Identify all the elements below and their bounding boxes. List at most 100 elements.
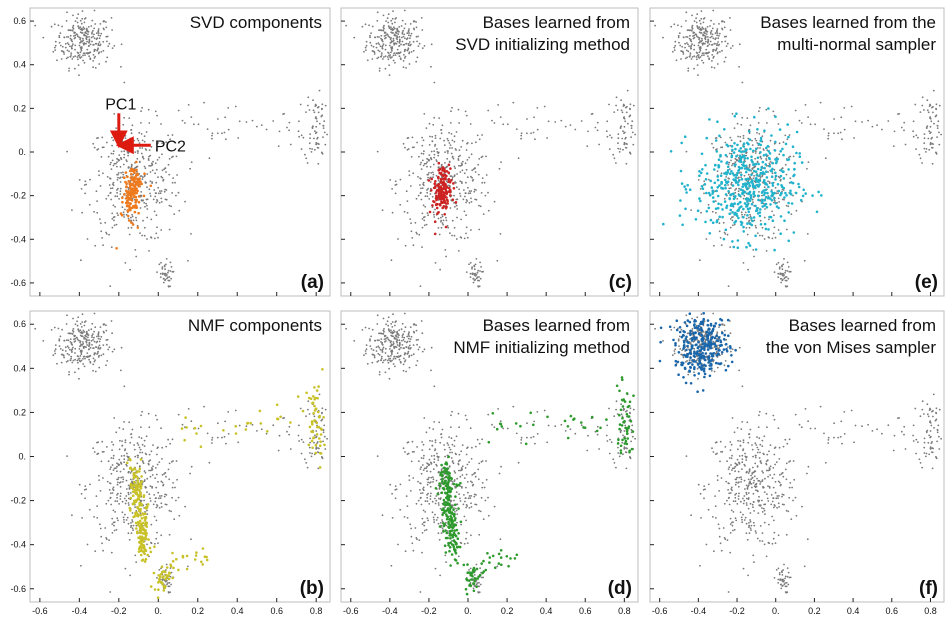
highlight-point	[158, 575, 162, 578]
background-point	[798, 119, 801, 122]
background-point	[388, 64, 390, 66]
background-point	[782, 263, 785, 266]
highlight-point	[743, 154, 746, 157]
background-point	[154, 162, 157, 165]
background-point	[104, 527, 107, 529]
background-point	[459, 171, 462, 173]
background-point	[711, 60, 713, 62]
highlight-point	[447, 180, 451, 183]
background-point	[903, 121, 906, 124]
highlight-point	[768, 157, 771, 161]
background-point	[109, 187, 112, 190]
background-point	[698, 37, 701, 39]
background-point	[79, 26, 82, 28]
background-point	[309, 137, 311, 140]
background-point	[97, 28, 100, 30]
highlight-point	[721, 208, 724, 211]
highlight-point	[726, 144, 730, 148]
background-point	[166, 274, 168, 276]
background-point	[72, 24, 75, 27]
highlight-point	[742, 161, 746, 164]
background-point	[74, 67, 76, 70]
background-point	[378, 43, 381, 46]
highlight-point	[443, 170, 447, 173]
panel-b: 0.60.40.20.-0.2-0.4-0.6-0.6 -0.4 -0.2 0. 0.2…	[10, 310, 331, 616]
background-point	[149, 500, 152, 502]
background-point	[381, 47, 384, 50]
background-point	[98, 170, 100, 173]
background-point	[781, 167, 784, 170]
background-point	[726, 233, 729, 236]
background-point	[66, 42, 69, 44]
background-point	[302, 441, 305, 443]
background-point	[740, 171, 742, 174]
background-point	[74, 31, 76, 34]
background-point	[127, 166, 130, 169]
background-point	[139, 451, 141, 454]
background-point	[416, 40, 418, 43]
background-point	[404, 359, 407, 361]
background-point	[419, 177, 422, 180]
background-point	[781, 268, 784, 271]
background-point	[392, 358, 395, 360]
background-point	[90, 36, 93, 39]
highlight-point	[760, 166, 763, 169]
highlight-point	[787, 168, 790, 171]
background-point	[392, 54, 395, 57]
background-point	[107, 460, 110, 463]
background-point	[154, 477, 157, 479]
background-point	[216, 436, 219, 439]
background-point	[433, 156, 436, 159]
background-point	[70, 343, 73, 345]
background-point	[149, 195, 152, 197]
background-point	[127, 154, 129, 157]
highlight-point	[164, 577, 167, 581]
highlight-point	[794, 191, 798, 195]
background-point	[61, 45, 64, 48]
background-point	[621, 137, 624, 140]
background-point	[775, 192, 778, 195]
background-point	[705, 33, 708, 35]
background-point	[298, 135, 300, 138]
background-point	[422, 443, 425, 446]
background-point	[688, 45, 690, 48]
background-point	[143, 165, 146, 168]
highlight-point	[715, 189, 718, 193]
background-point	[392, 342, 395, 345]
highlight-point	[135, 160, 138, 164]
highlight-point	[708, 232, 712, 235]
background-point	[165, 141, 168, 144]
background-point	[98, 344, 101, 347]
background-point	[167, 269, 170, 272]
background-point	[86, 356, 89, 358]
highlight-point	[131, 468, 134, 472]
background-point	[723, 60, 726, 63]
highlight-point	[744, 178, 747, 181]
background-point	[138, 436, 141, 438]
background-point	[707, 178, 710, 181]
background-point	[65, 20, 68, 22]
background-point	[140, 499, 143, 502]
background-point	[59, 335, 62, 338]
background-point	[748, 220, 750, 223]
background-point	[415, 35, 418, 38]
background-point	[695, 17, 697, 20]
highlight-point	[121, 200, 124, 204]
background-point	[631, 120, 634, 123]
background-point	[130, 166, 133, 168]
highlight-point	[121, 196, 124, 200]
background-point	[696, 58, 698, 61]
background-point	[144, 511, 146, 513]
background-point	[365, 49, 367, 51]
background-point	[160, 567, 162, 570]
background-point	[169, 575, 172, 578]
background-point	[547, 120, 550, 123]
background-point	[396, 28, 398, 31]
highlight-point	[169, 563, 172, 566]
background-point	[477, 269, 479, 272]
background-point	[430, 346, 433, 349]
background-point	[80, 56, 83, 58]
background-point	[717, 37, 720, 40]
background-point	[80, 353, 83, 355]
background-point	[116, 500, 119, 503]
